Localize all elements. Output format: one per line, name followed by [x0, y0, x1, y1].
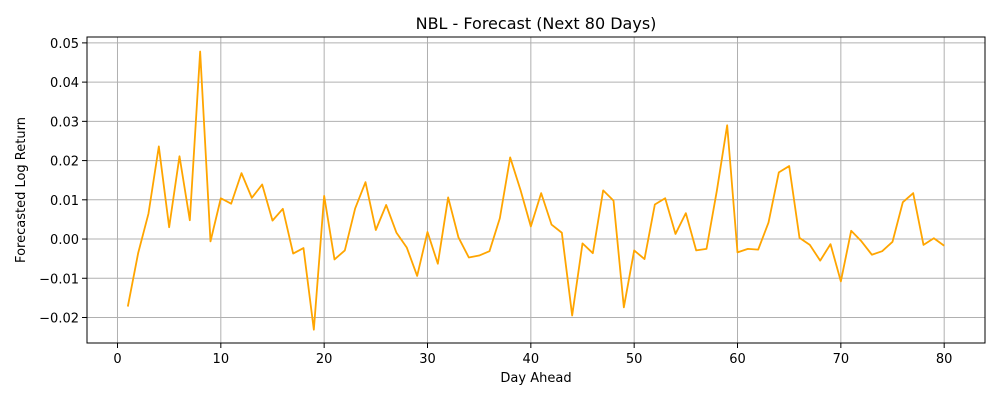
y-tick-label: 0.01 — [50, 194, 79, 209]
y-axis-label: Forecasted Log Return — [14, 117, 29, 263]
x-tick-label: 60 — [729, 352, 746, 367]
x-tick-label: 0 — [113, 352, 121, 367]
x-tick-label: 30 — [419, 352, 436, 367]
y-tick-label: 0.02 — [50, 155, 79, 170]
y-tick-label: 0.03 — [50, 115, 79, 130]
x-tick-label: 20 — [316, 352, 333, 367]
chart-title: NBL - Forecast (Next 80 Days) — [416, 14, 657, 33]
y-tick-label: 0.05 — [50, 37, 79, 52]
x-tick-label: 70 — [833, 352, 850, 367]
forecast-line — [126, 50, 945, 331]
plot-frame — [86, 36, 986, 344]
grid — [87, 37, 985, 343]
y-tick-label: −0.02 — [39, 312, 79, 327]
y-tick-label: 0.00 — [50, 233, 79, 248]
x-axis-ticks: 0 10 20 30 40 50 60 70 80 — [113, 343, 952, 367]
x-tick-label: 10 — [213, 352, 230, 367]
x-tick-label: 50 — [626, 352, 643, 367]
x-axis-label: Day Ahead — [500, 371, 571, 386]
series-layer — [126, 50, 945, 331]
y-tick-label: −0.01 — [39, 272, 79, 287]
y-tick-label: 0.04 — [50, 76, 79, 91]
y-axis-ticks: −0.02 −0.01 0.00 0.01 0.02 0.03 0.04 0.05 — [39, 37, 87, 327]
x-tick-label: 40 — [523, 352, 540, 367]
x-tick-label: 80 — [936, 352, 953, 367]
